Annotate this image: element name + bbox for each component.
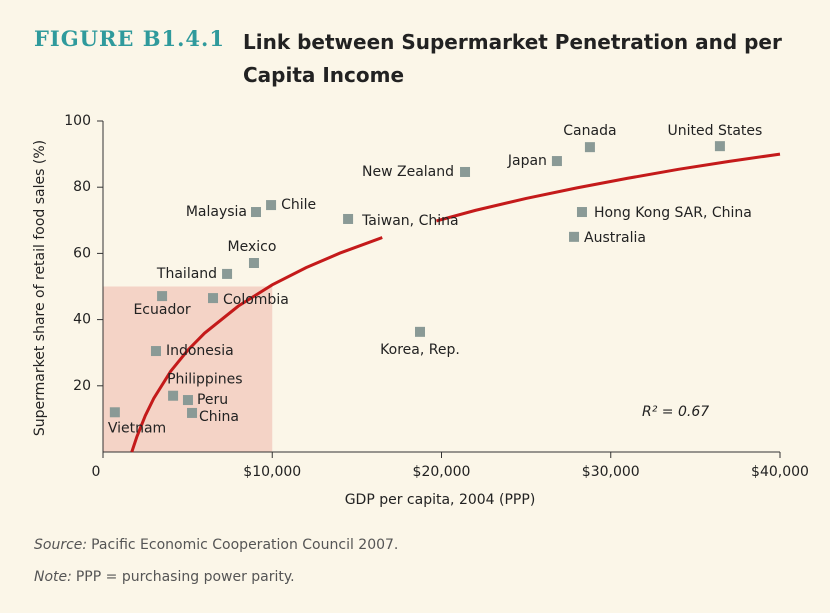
point-label: China (199, 409, 239, 425)
data-point (714, 141, 725, 152)
data-point (157, 291, 168, 302)
data-point (343, 213, 354, 224)
data-point (248, 257, 259, 268)
point-label: Philippines (167, 372, 242, 388)
y-tick-label: 80 (73, 179, 91, 195)
r-squared: R² = 0.67 (642, 404, 709, 420)
point-label: Canada (563, 123, 616, 139)
y-axis-title: Supermarket share of retail food sales (… (32, 140, 48, 436)
point-label: Ecuador (133, 302, 190, 318)
data-point (584, 142, 595, 153)
data-point (182, 395, 193, 406)
point-label: Korea, Rep. (380, 342, 460, 358)
chart-title: Link between Supermarket Penetration and… (243, 30, 782, 87)
point-label: Indonesia (166, 343, 234, 359)
data-point (150, 346, 161, 357)
trend-line (130, 236, 383, 453)
x-tick-label: $40,000 (751, 464, 809, 480)
highlight-region (103, 286, 273, 452)
data-point (576, 207, 587, 218)
data-point (551, 156, 562, 167)
chart: GDP per capita, 2004 (PPP) Supermarket s… (32, 113, 809, 508)
source: Source: Pacific Economic Cooperation Coun… (34, 537, 398, 553)
point-label: Hong Kong SAR, China (594, 205, 752, 221)
point-label: Chile (281, 197, 316, 213)
data-point (109, 407, 120, 418)
data-point (222, 268, 233, 279)
x-axis-title: GDP per capita, 2004 (PPP) (345, 492, 536, 508)
point-label: United States (668, 123, 763, 139)
point-label: Peru (197, 392, 228, 408)
point-label: Taiwan, China (361, 213, 459, 229)
note: Note: PPP = purchasing power parity. (34, 569, 295, 585)
data-point (208, 293, 219, 304)
figure-label: FIGURE B1.4.1 (34, 26, 225, 51)
point-label: New Zealand (362, 164, 454, 180)
data-point (266, 200, 277, 211)
point-label: Colombia (223, 292, 289, 308)
note-text: PPP = purchasing power parity. (75, 569, 295, 585)
y-tick-label: 20 (73, 378, 91, 394)
data-point (460, 166, 471, 177)
y-tick-label: 100 (64, 113, 91, 129)
data-point (168, 390, 179, 401)
point-label: Japan (507, 153, 547, 169)
y-tick-label: 60 (73, 245, 91, 261)
data-point (415, 326, 426, 337)
source-label: Source: (34, 537, 88, 553)
point-label: Malaysia (186, 204, 247, 220)
x-tick-label: $30,000 (582, 464, 640, 480)
point-label: Vietnam (108, 420, 166, 436)
x-tick-label: 0 (92, 464, 101, 480)
point-label: Thailand (156, 266, 217, 282)
note-label: Note: (34, 569, 72, 585)
point-label: Mexico (228, 239, 277, 255)
point-label: Australia (584, 230, 646, 246)
data-point (251, 207, 262, 218)
y-tick-label: 40 (73, 312, 91, 328)
trend-line (436, 152, 781, 223)
source-text: Pacific Economic Cooperation Council 200… (91, 537, 399, 553)
data-point (187, 407, 198, 418)
data-point (569, 231, 580, 242)
x-tick-label: $10,000 (243, 464, 301, 480)
x-tick-label: $20,000 (413, 464, 471, 480)
